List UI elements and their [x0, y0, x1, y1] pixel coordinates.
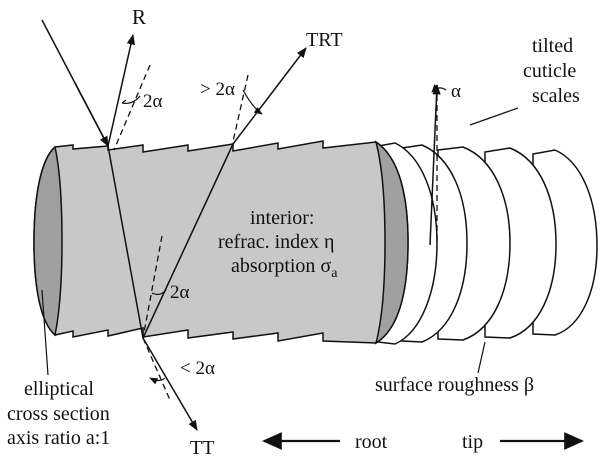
svg-text:absorption σa: absorption σa [231, 255, 338, 281]
label-tip: tip [462, 431, 483, 453]
label-TRT: TRT [306, 29, 343, 51]
svg-text:cuticle: cuticle [523, 60, 576, 82]
normal-top-mid [231, 74, 249, 147]
label-surface-roughness: surface roughness β [375, 374, 534, 396]
reflected-ray-R [107, 33, 136, 147]
svg-text:scales: scales [532, 85, 580, 107]
svg-text:tilted: tilted [532, 35, 573, 57]
normal-inner [142, 235, 163, 339]
label-angle-TT: < 2α [180, 358, 215, 379]
label-angle-TRT: > 2α [200, 79, 235, 100]
incident-ray-tail [74, 82, 109, 147]
arc-scale [431, 84, 447, 93]
arc-TRT [242, 89, 263, 115]
label-TT: TT [190, 437, 214, 459]
label-R: R [132, 5, 146, 29]
leader-lines [41, 107, 519, 376]
label-elliptical-cross-section: elliptical cross section axis ratio a:1 [7, 378, 110, 449]
normal-bottom [142, 337, 171, 401]
right-end-cap [374, 140, 409, 345]
arc-TT [149, 377, 166, 385]
svg-text:elliptical: elliptical [24, 378, 94, 400]
svg-text:interior:: interior: [250, 207, 314, 229]
leader-tilted [469, 107, 519, 126]
cuticle-scale-rings [377, 142, 598, 345]
label-angle-inner: 2α [170, 282, 190, 303]
label-root: root [355, 431, 388, 453]
arc-inner [151, 289, 167, 296]
svg-text:axis ratio a:1: axis ratio a:1 [7, 427, 110, 449]
left-end-cap [33, 145, 63, 337]
exit-ray-TT [142, 337, 198, 431]
svg-text:cross section: cross section [7, 403, 110, 425]
refracted-ray-inner-1 [107, 145, 144, 339]
scale-tilt-line [429, 83, 441, 246]
normals [113, 64, 438, 401]
label-angle-scale: α [451, 81, 461, 102]
ray-paths [41, 19, 307, 431]
exit-ray-TRT [232, 47, 307, 145]
internal-reflection-ray [142, 143, 234, 339]
label-angle-R: 2α [143, 91, 163, 112]
label-interior: interior: refrac. index η absorption σa [218, 207, 338, 281]
normal-top-left [113, 64, 151, 151]
leader-elliptical [41, 289, 49, 376]
arc-R [121, 95, 141, 104]
label-tilted-cuticle-scales: tilted cuticle scales [523, 35, 580, 107]
leader-roughness [477, 341, 486, 374]
svg-text:refrac. index η: refrac. index η [218, 231, 335, 253]
